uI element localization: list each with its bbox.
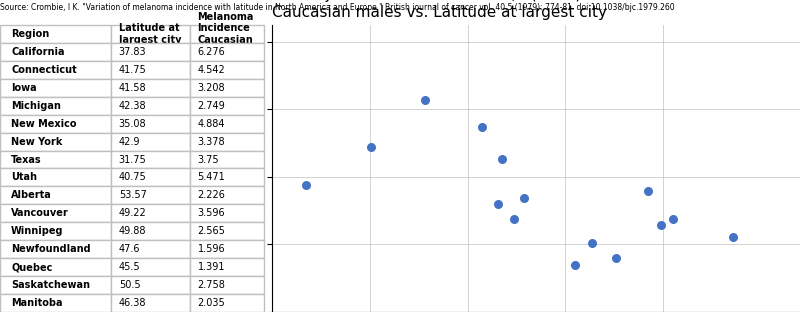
- Text: British journal of cancer vol. 40,5 (1979) Melanoma Incidence
Caucasian males vs: British journal of cancer vol. 40,5 (197…: [272, 0, 744, 20]
- Point: [518, 195, 530, 200]
- Point: [365, 144, 378, 149]
- Point: [586, 241, 598, 246]
- Point: [495, 156, 508, 161]
- Point: [610, 256, 622, 261]
- Point: [569, 262, 582, 267]
- Point: [642, 188, 654, 193]
- Text: Source: Crombie, I K. "Variation of melanoma incidence with latitude in North Am: Source: Crombie, I K. "Variation of mela…: [0, 3, 674, 12]
- Point: [654, 223, 667, 228]
- Point: [508, 217, 521, 222]
- Point: [418, 98, 431, 103]
- Point: [300, 183, 313, 188]
- Y-axis label: Melanoma Incidence Caucasian males: Melanoma Incidence Caucasian males: [239, 62, 250, 275]
- Point: [492, 201, 505, 206]
- Point: [666, 216, 679, 221]
- Point: [726, 234, 739, 239]
- Point: [476, 125, 489, 130]
